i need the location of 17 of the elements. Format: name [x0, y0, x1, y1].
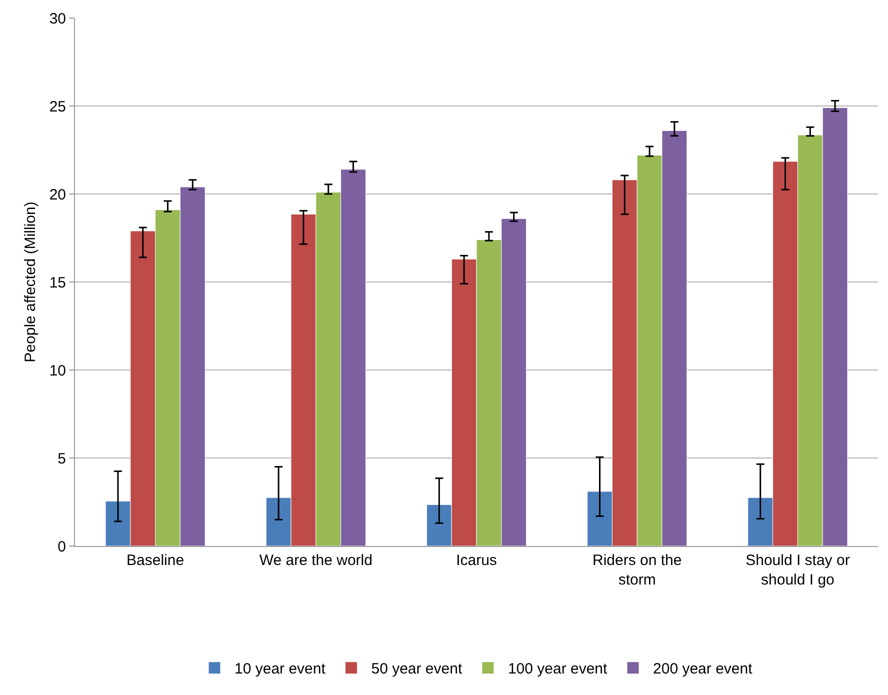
- legend-label: 200 year event: [653, 660, 754, 678]
- y-tick-label: 5: [58, 450, 66, 468]
- y-tick-label: 0: [58, 538, 66, 556]
- y-tick-label: 15: [49, 274, 66, 292]
- legend-label: 50 year event: [371, 660, 463, 678]
- x-tick-label: Baseline: [126, 552, 184, 569]
- legend-label: 100 year event: [508, 660, 608, 678]
- y-tick-label: 10: [49, 362, 66, 380]
- y-axis-title: People affected (Million): [22, 202, 39, 362]
- legend-label: 10 year event: [234, 660, 326, 678]
- x-tick-label: Riders on the storm: [592, 552, 682, 588]
- y-tick-label: 30: [49, 10, 66, 28]
- x-tick-label: Should I stay or should I go: [746, 552, 850, 588]
- x-tick-label: We are the world: [259, 552, 372, 569]
- x-tick-label: Icarus: [456, 552, 497, 569]
- y-tick-label: 20: [49, 186, 66, 204]
- y-tick-label: 25: [49, 98, 66, 116]
